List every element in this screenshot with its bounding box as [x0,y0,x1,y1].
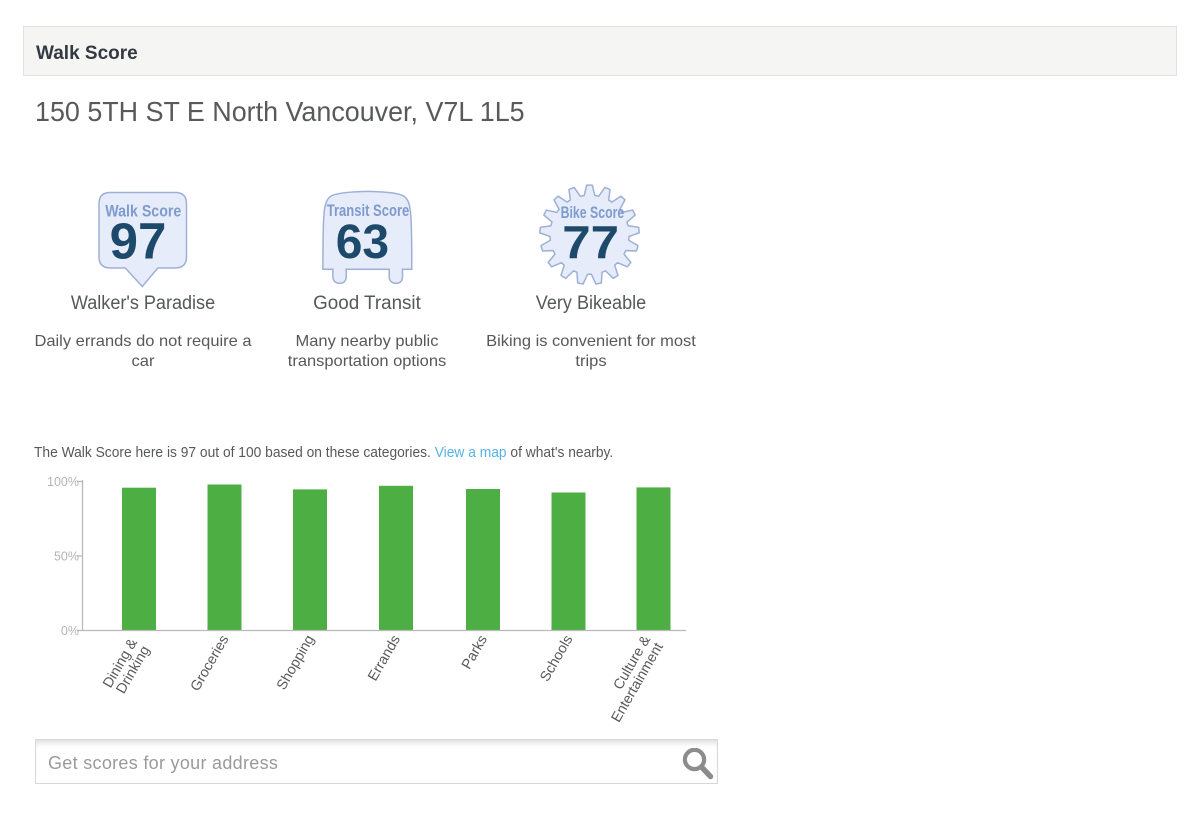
svg-text:50%: 50% [54,550,79,564]
svg-text:0%: 0% [61,624,79,638]
svg-text:Transit Score: Transit Score [327,202,410,220]
svg-text:63: 63 [336,216,389,269]
svg-text:Bike Score: Bike Score [561,203,625,222]
svg-text:Culture &Entertainment: Culture &Entertainment [596,633,667,726]
svg-text:Schools: Schools [537,633,576,685]
svg-text:100%: 100% [47,475,79,489]
svg-text:Parks: Parks [459,633,491,673]
svg-text:Groceries: Groceries [188,633,233,695]
svg-text:Dining &Drinking: Dining &Drinking [100,636,154,698]
svg-text:97: 97 [110,213,167,270]
svg-text:Walk Score: Walk Score [105,203,181,221]
svg-text:Shopping: Shopping [274,632,318,692]
svg-text:Errands: Errands [365,633,404,684]
svg-text:77: 77 [562,217,619,268]
